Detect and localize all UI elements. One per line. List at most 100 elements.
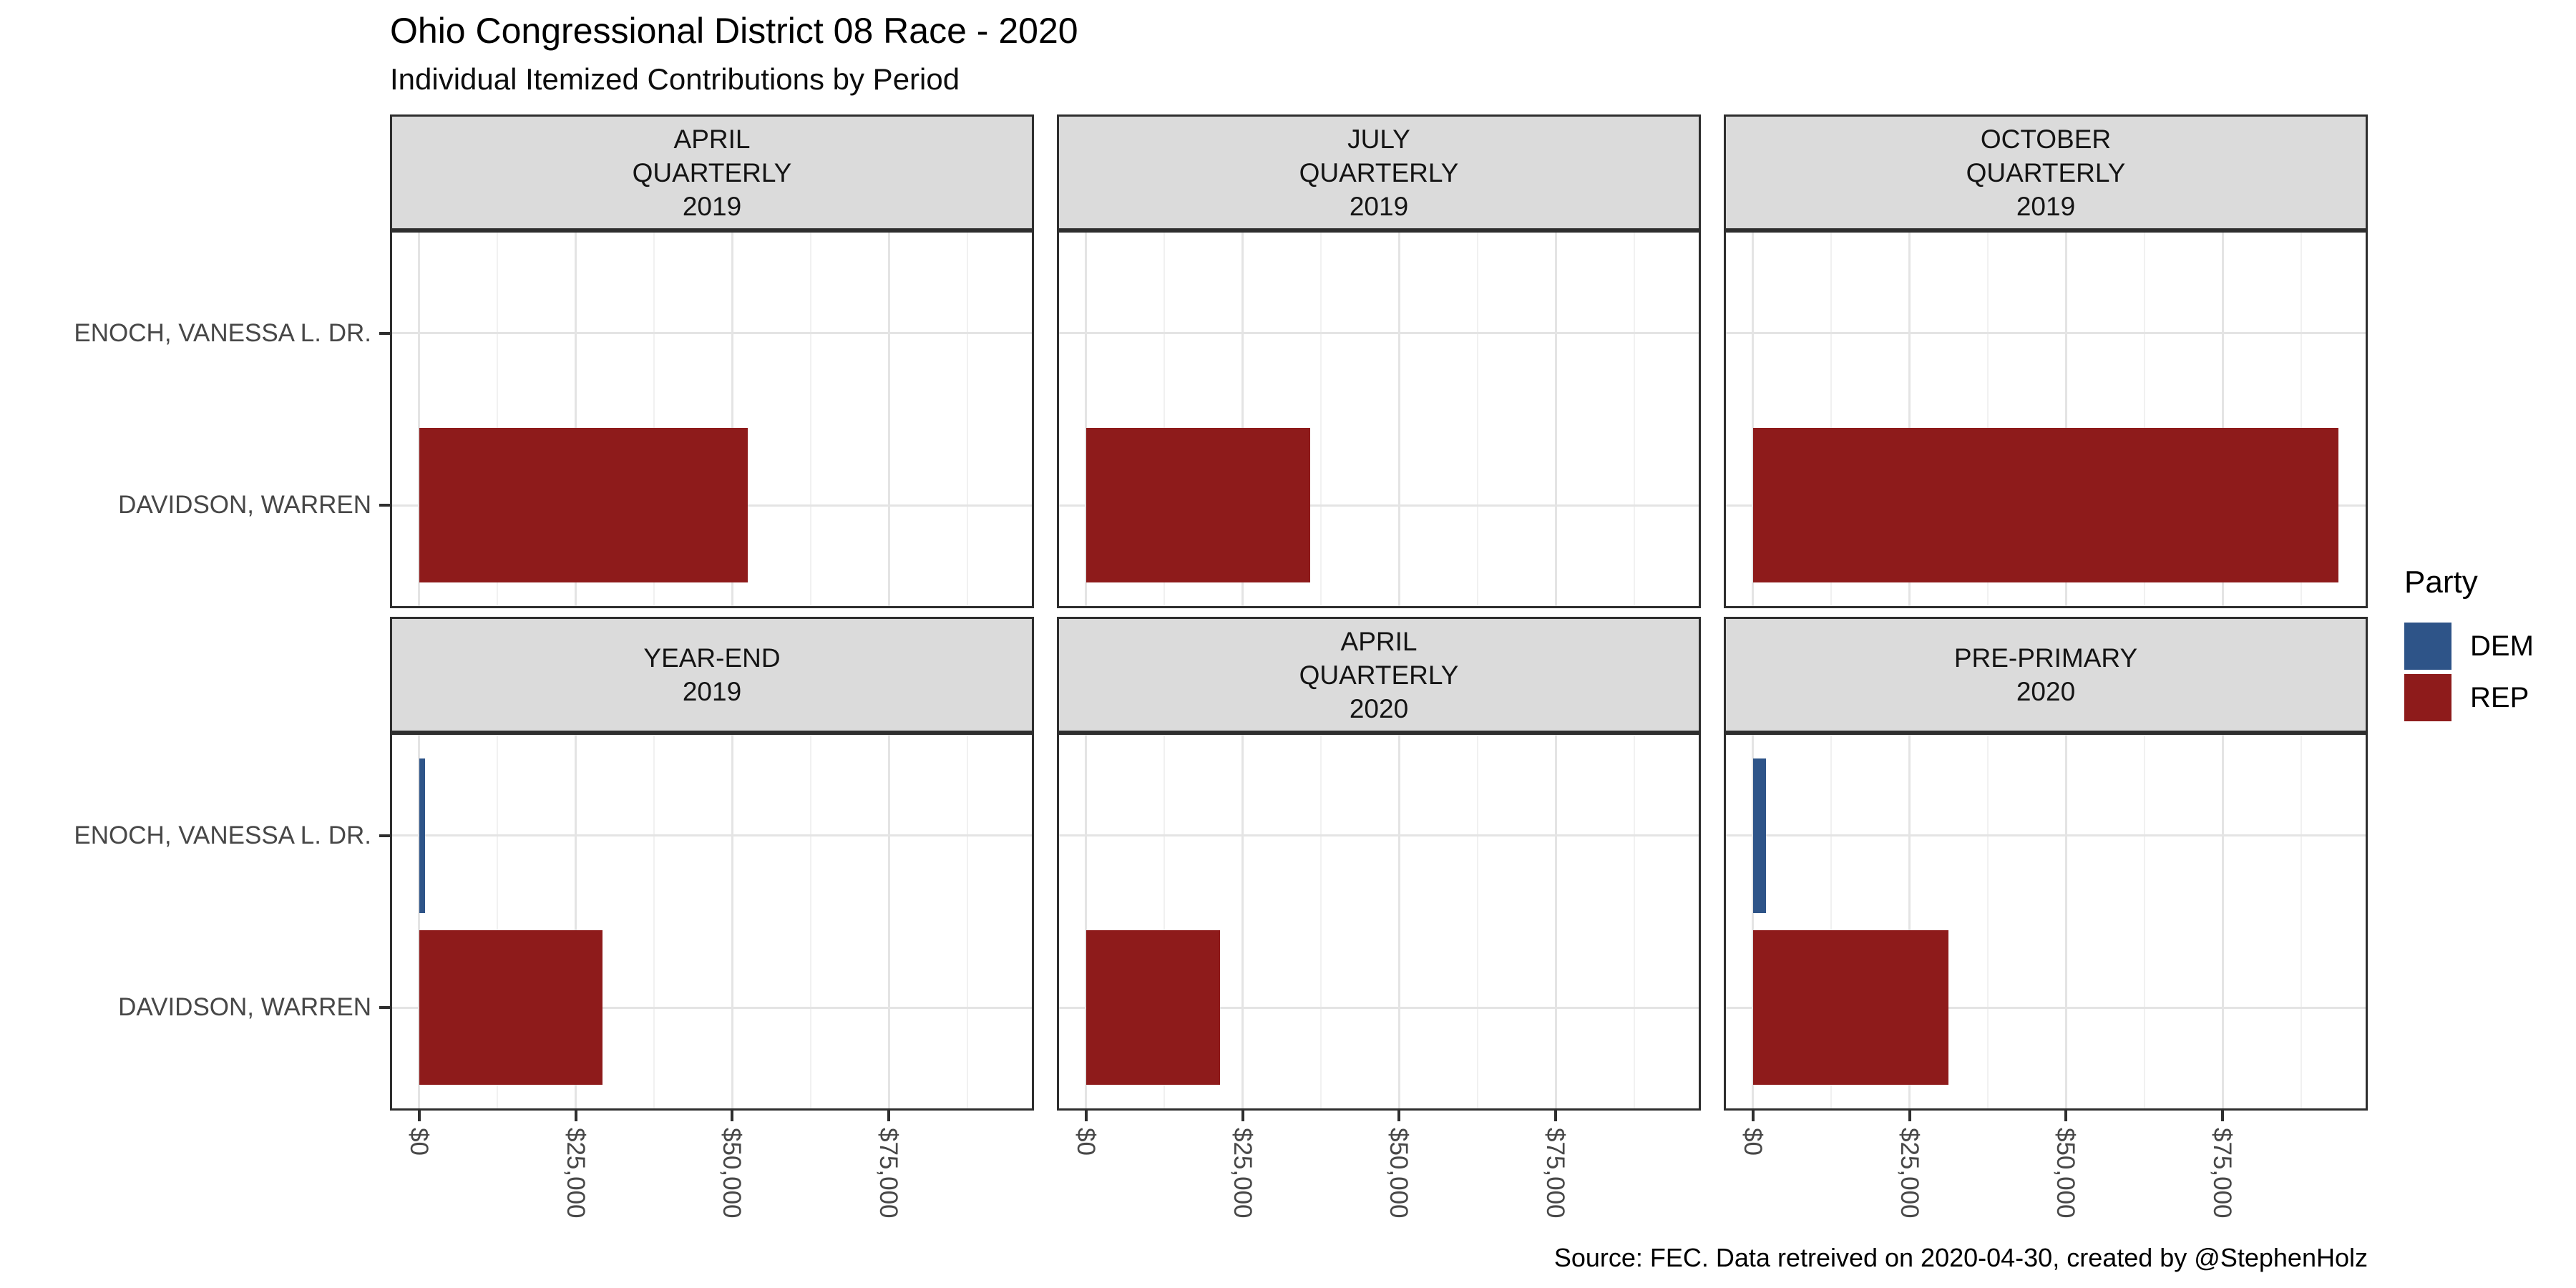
x-axis-tick — [417, 1111, 421, 1121]
x-axis-label-amount: $25,000 — [1228, 1128, 1257, 1219]
y-axis-tick — [379, 331, 390, 335]
gridline-minor-vertical — [809, 735, 811, 1108]
x-axis-tick — [1084, 1111, 1088, 1121]
gridline-minor-vertical — [966, 233, 968, 606]
gridline-major-horizontal — [1726, 834, 2366, 837]
legend-title: Party — [2404, 565, 2478, 600]
legend-item-dem: DEM — [2404, 623, 2576, 670]
x-axis-label-amount: $50,000 — [1385, 1128, 1413, 1219]
x-axis-label-amount: $50,000 — [718, 1128, 746, 1219]
y-axis-tick — [379, 504, 390, 507]
x-axis-label-amount: $25,000 — [1895, 1128, 1923, 1219]
gridline-minor-vertical — [497, 233, 499, 606]
gridline-major-vertical — [1397, 233, 1400, 606]
facet-panel — [390, 230, 1034, 608]
x-axis-tick — [1397, 1111, 1401, 1121]
gridline-major-horizontal — [392, 1006, 1032, 1009]
gridline-major-vertical — [1241, 735, 1244, 1108]
x-axis-tick — [2064, 1111, 2068, 1121]
gridline-major-horizontal — [1726, 1006, 2366, 1009]
legend-key-dem-swatch — [2404, 623, 2451, 670]
y-axis-tick — [379, 834, 390, 837]
gridline-minor-vertical — [1320, 233, 1322, 606]
x-axis-label-amount: $75,000 — [1541, 1128, 1570, 1219]
gridline-major-vertical — [575, 735, 577, 1108]
y-axis-label-candidate: DAVIDSON, WARREN — [118, 993, 371, 1021]
x-axis-label-amount: $50,000 — [2051, 1128, 2080, 1219]
legend-key-rep-swatch — [2404, 674, 2451, 721]
gridline-minor-vertical — [653, 233, 655, 606]
gridline-minor-vertical — [2143, 233, 2145, 606]
x-axis-label-amount: $75,000 — [874, 1128, 903, 1219]
gridline-minor-vertical — [653, 735, 655, 1108]
facet-strip-line: JULY — [1347, 124, 1410, 154]
gridline-major-vertical — [1241, 233, 1244, 606]
gridline-major-vertical — [1752, 233, 1755, 606]
gridline-minor-vertical — [809, 233, 811, 606]
y-axis-tick — [379, 1006, 390, 1009]
gridline-major-vertical — [2064, 735, 2067, 1108]
x-axis-tick — [1241, 1111, 1244, 1121]
facet-strip: JULY QUARTERLY 2019 — [1057, 114, 1701, 230]
gridline-major-horizontal — [392, 332, 1032, 335]
gridline-minor-vertical — [1320, 735, 1322, 1108]
bar-rep — [1085, 428, 1310, 583]
facet-strip-line: 2019 — [682, 191, 742, 221]
gridline-major-vertical — [1085, 735, 1088, 1108]
gridline-major-vertical — [1752, 735, 1755, 1108]
facet-strip-line: 2020 — [1349, 693, 1409, 723]
gridline-minor-vertical — [1163, 233, 1166, 606]
gridline-major-vertical — [1908, 233, 1911, 606]
gridline-major-horizontal — [1059, 504, 1699, 507]
bar-rep — [1085, 930, 1220, 1085]
gridline-minor-vertical — [2300, 233, 2302, 606]
bar-rep — [419, 428, 748, 583]
facet-strip-line: OCTOBER — [1980, 124, 2112, 154]
x-axis-tick — [2221, 1111, 2225, 1121]
gridline-minor-vertical — [1830, 735, 1833, 1108]
gridline-major-vertical — [575, 233, 577, 606]
x-axis-tick — [731, 1111, 734, 1121]
facet-strip: PRE-PRIMARY 2020 — [1724, 617, 2368, 733]
gridline-minor-vertical — [1633, 233, 1635, 606]
facet-strip-line: APRIL — [673, 124, 751, 154]
facet-strip: APRIL QUARTERLY 2020 — [1057, 617, 1701, 733]
chart-title: Ohio Congressional District 08 Race - 20… — [390, 11, 1078, 51]
facet-strip-line: QUARTERLY — [1299, 157, 1459, 187]
gridline-minor-vertical — [1476, 233, 1478, 606]
gridline-major-vertical — [887, 735, 890, 1108]
gridline-minor-vertical — [1633, 735, 1635, 1108]
gridline-major-vertical — [2064, 233, 2067, 606]
bar-rep — [1752, 930, 1948, 1085]
facet-strip: OCTOBER QUARTERLY 2019 — [1724, 114, 2368, 230]
x-axis-tick — [1554, 1111, 1558, 1121]
x-axis-label-amount: $75,000 — [2208, 1128, 2237, 1219]
gridline-major-vertical — [1397, 735, 1400, 1108]
gridline-major-vertical — [418, 233, 421, 606]
gridline-minor-vertical — [1987, 233, 1989, 606]
bar-rep — [419, 930, 602, 1085]
facet-strip-line: 2019 — [1349, 191, 1409, 221]
facet-panel — [1724, 733, 2368, 1111]
facet-strip-line: 2020 — [2016, 677, 2076, 706]
gridline-major-vertical — [1085, 233, 1088, 606]
gridline-major-vertical — [2221, 735, 2224, 1108]
bar-rep — [1752, 428, 2338, 583]
chart-subtitle: Individual Itemized Contributions by Per… — [390, 62, 960, 96]
y-axis-label-candidate: ENOCH, VANESSA L. DR. — [74, 821, 371, 849]
legend-label-rep: REP — [2470, 681, 2529, 713]
y-axis-label-candidate: DAVIDSON, WARREN — [118, 491, 371, 519]
gridline-major-horizontal — [1059, 834, 1699, 837]
facet-strip-line: PRE-PRIMARY — [1953, 643, 2138, 673]
facet-panel — [390, 733, 1034, 1111]
gridline-major-vertical — [887, 233, 890, 606]
gridline-major-vertical — [731, 735, 733, 1108]
gridline-major-vertical — [731, 233, 733, 606]
facet-strip-line: YEAR-END — [643, 643, 781, 673]
facet-strip: APRIL QUARTERLY 2019 — [390, 114, 1034, 230]
gridline-minor-vertical — [966, 735, 968, 1108]
facet-panel — [1057, 230, 1701, 608]
gridline-major-vertical — [1554, 233, 1557, 606]
gridline-major-vertical — [2221, 233, 2224, 606]
